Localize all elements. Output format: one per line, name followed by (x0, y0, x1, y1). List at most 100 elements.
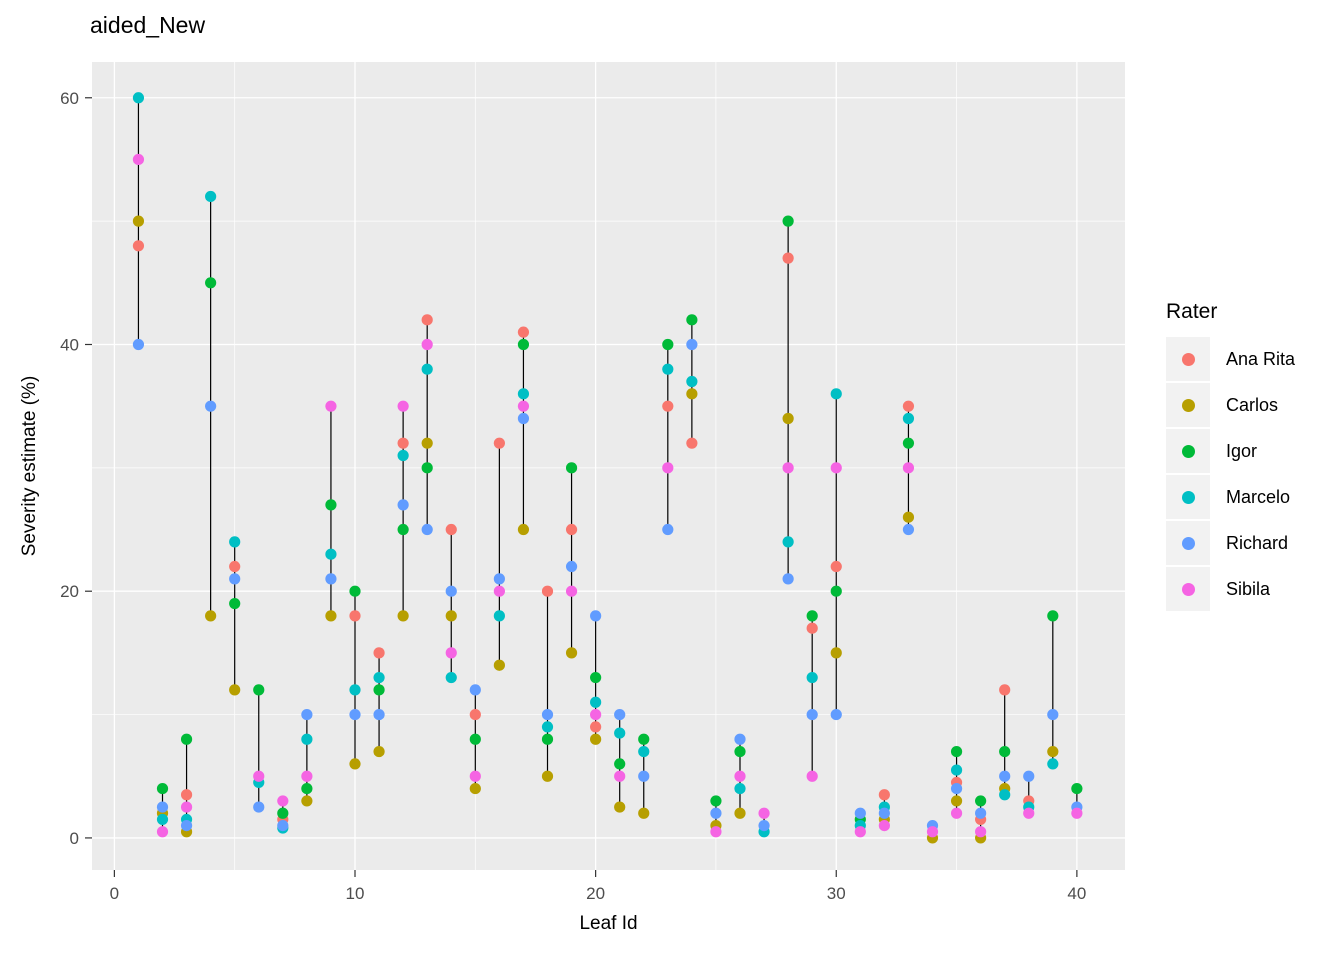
data-point (541, 585, 554, 597)
data-point (517, 523, 530, 536)
data-point (301, 795, 313, 807)
data-point (902, 511, 915, 523)
data-point (782, 462, 794, 474)
data-point (493, 659, 505, 671)
data-point (999, 745, 1011, 758)
data-point (758, 807, 770, 819)
data-point (469, 733, 481, 745)
data-point (999, 789, 1011, 801)
data-point (950, 795, 963, 807)
y-axis-title: Severity estimate (%) (19, 375, 40, 557)
data-point (565, 523, 578, 536)
legend-item: Carlos (1166, 382, 1295, 428)
data-point (590, 721, 602, 733)
data-point (132, 153, 145, 166)
data-point (493, 437, 505, 449)
data-point (277, 807, 289, 819)
data-point (132, 92, 145, 104)
legend-item: Marcelo (1166, 474, 1295, 520)
data-point (277, 819, 289, 832)
data-point (999, 684, 1011, 696)
data-point (638, 770, 650, 782)
data-point (1023, 807, 1035, 819)
legend-item-label: Carlos (1226, 394, 1279, 415)
data-point (349, 708, 361, 721)
data-point (614, 708, 626, 721)
y-tick-label: 20 (60, 582, 79, 601)
data-point (614, 770, 626, 782)
legend: Rater Ana Rita Carlos Igor Marcelo Richard Si… (1166, 300, 1295, 612)
data-point (878, 819, 890, 832)
legend-item-label: Richard (1226, 532, 1289, 553)
data-point (614, 727, 626, 739)
x-axis-title: Leaf Id (579, 913, 638, 934)
data-point (180, 789, 193, 801)
data-point (782, 252, 794, 264)
legend-item: Ana Rita (1166, 336, 1295, 382)
plot-title: aided_New (90, 12, 206, 38)
data-point (397, 400, 409, 412)
data-point (397, 523, 409, 536)
data-point (734, 745, 746, 758)
data-point (541, 770, 554, 782)
data-point (830, 462, 842, 474)
data-point (180, 801, 193, 813)
data-point (180, 733, 193, 745)
data-point (469, 684, 481, 696)
data-point (301, 708, 313, 721)
data-point (662, 462, 674, 474)
legend-swatch (1181, 490, 1195, 504)
data-point (950, 782, 963, 795)
data-point (902, 523, 915, 536)
data-point (686, 314, 698, 326)
data-point (614, 801, 626, 813)
data-point (710, 807, 722, 819)
legend-swatch (1181, 352, 1195, 366)
data-point (229, 560, 241, 573)
data-point (926, 826, 939, 838)
data-point (686, 375, 698, 388)
data-point (445, 671, 457, 684)
data-point (253, 684, 265, 696)
data-point (638, 733, 650, 745)
data-point (830, 388, 842, 400)
legend-title: Rater (1166, 300, 1218, 323)
data-point (1047, 708, 1059, 721)
data-point (806, 770, 818, 782)
data-point (902, 462, 915, 474)
data-point (205, 277, 217, 289)
x-tick-label: 0 (110, 884, 119, 903)
data-point (590, 733, 602, 745)
data-point (1047, 745, 1059, 758)
data-point (373, 671, 385, 684)
legend-key (1166, 429, 1210, 473)
data-point (734, 770, 746, 782)
data-point (517, 338, 530, 351)
data-point (902, 400, 915, 412)
data-point (373, 745, 385, 758)
legend-key (1166, 521, 1210, 565)
data-point (445, 610, 457, 622)
data-point (782, 573, 794, 585)
data-point (373, 708, 385, 721)
data-point (830, 647, 842, 659)
data-point (806, 708, 818, 721)
data-point (421, 314, 433, 326)
data-point (156, 826, 169, 838)
data-point (830, 585, 842, 597)
data-point (686, 338, 698, 351)
data-point (349, 585, 361, 597)
data-point (1047, 610, 1059, 622)
data-point (349, 758, 361, 770)
data-point (421, 523, 433, 536)
legend-item: Igor (1166, 428, 1295, 474)
data-point (156, 782, 169, 795)
data-point (590, 671, 602, 684)
legend-item: Richard (1166, 520, 1295, 566)
data-point (565, 647, 578, 659)
data-point (1047, 758, 1059, 770)
data-point (132, 338, 145, 351)
data-point (902, 412, 915, 425)
data-point (229, 684, 241, 696)
legend-swatch (1181, 398, 1195, 412)
